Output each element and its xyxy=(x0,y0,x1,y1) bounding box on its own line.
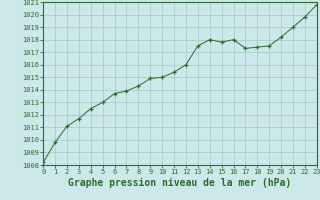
X-axis label: Graphe pression niveau de la mer (hPa): Graphe pression niveau de la mer (hPa) xyxy=(68,178,292,188)
